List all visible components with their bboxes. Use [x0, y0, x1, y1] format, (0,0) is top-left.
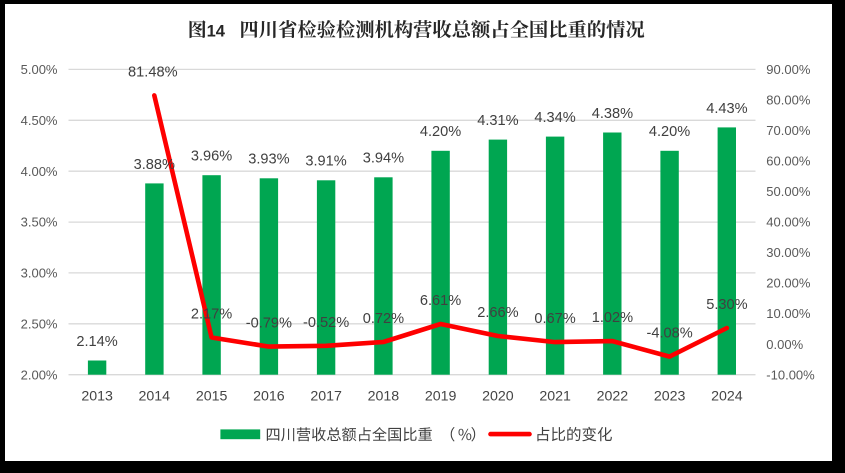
svg-text:1.02%: 1.02% [592, 310, 633, 326]
svg-text:81.48%: 81.48% [128, 64, 178, 80]
svg-text:3.94%: 3.94% [363, 151, 404, 167]
svg-text:2017: 2017 [310, 389, 342, 405]
svg-text:0.72%: 0.72% [363, 311, 404, 327]
svg-text:2020: 2020 [482, 389, 514, 405]
svg-text:2023: 2023 [654, 389, 686, 405]
svg-text:4.20%: 4.20% [420, 124, 461, 140]
svg-text:2.14%: 2.14% [76, 334, 117, 350]
svg-text:60.00%: 60.00% [766, 154, 811, 169]
svg-text:2018: 2018 [368, 389, 400, 405]
svg-text:14: 14 [207, 22, 226, 40]
svg-text:2021: 2021 [539, 389, 571, 405]
svg-text:2.66%: 2.66% [477, 305, 518, 321]
svg-text:10.00%: 10.00% [766, 306, 811, 321]
svg-text:2.17%: 2.17% [191, 307, 232, 323]
svg-text:5.00%: 5.00% [21, 62, 58, 77]
svg-text:2019: 2019 [425, 389, 457, 405]
svg-text:-0.52%: -0.52% [303, 315, 349, 331]
svg-text:20.00%: 20.00% [766, 276, 811, 291]
svg-text:3.88%: 3.88% [134, 157, 175, 173]
svg-text:2016: 2016 [253, 389, 285, 405]
svg-text:90.00%: 90.00% [766, 62, 811, 77]
svg-text:4.31%: 4.31% [477, 113, 518, 129]
svg-text:2014: 2014 [139, 389, 171, 405]
svg-text:3.00%: 3.00% [21, 266, 58, 281]
svg-text:4.34%: 4.34% [534, 110, 575, 126]
svg-text:30.00%: 30.00% [766, 245, 811, 260]
svg-text:3.96%: 3.96% [191, 149, 232, 165]
svg-text:4.50%: 4.50% [21, 113, 58, 128]
svg-text:3.50%: 3.50% [21, 215, 58, 230]
svg-text:6.61%: 6.61% [420, 293, 461, 309]
svg-text:0.00%: 0.00% [766, 337, 803, 352]
svg-text:4.20%: 4.20% [649, 124, 690, 140]
svg-text:80.00%: 80.00% [766, 93, 811, 108]
svg-text:2022: 2022 [597, 389, 629, 405]
svg-text:4.38%: 4.38% [592, 106, 633, 122]
svg-text:-10.00%: -10.00% [766, 367, 815, 382]
svg-text:4.43%: 4.43% [706, 101, 747, 117]
svg-text:2013: 2013 [81, 389, 113, 405]
svg-text:2024: 2024 [711, 389, 743, 405]
svg-text:2.00%: 2.00% [21, 367, 58, 382]
svg-text:2015: 2015 [196, 389, 228, 405]
svg-text:3.91%: 3.91% [305, 154, 346, 170]
svg-text:4.00%: 4.00% [21, 164, 58, 179]
svg-text:5.30%: 5.30% [706, 297, 747, 313]
svg-text:40.00%: 40.00% [766, 215, 811, 230]
svg-text:50.00%: 50.00% [766, 184, 811, 199]
svg-text:3.93%: 3.93% [248, 152, 289, 168]
svg-text:2.50%: 2.50% [21, 316, 58, 331]
svg-text:-0.79%: -0.79% [246, 316, 292, 332]
svg-text:-4.08%: -4.08% [646, 326, 692, 342]
svg-text:70.00%: 70.00% [766, 123, 811, 138]
svg-text:0.67%: 0.67% [534, 311, 575, 327]
